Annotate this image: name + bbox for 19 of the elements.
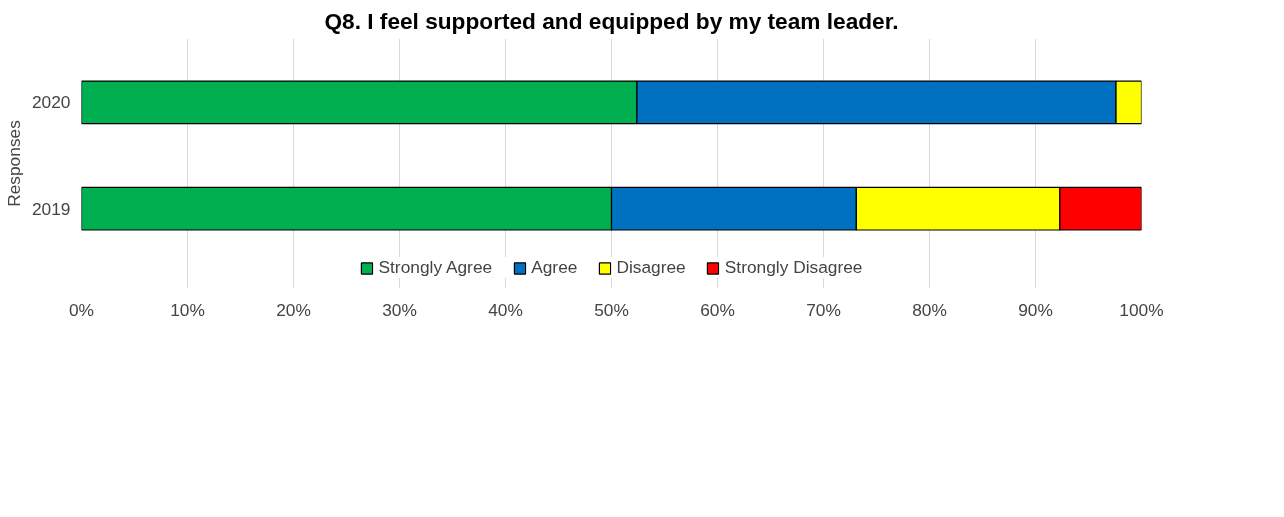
x-tick-label: 30%	[382, 299, 417, 320]
legend-label: Strongly Disagree	[724, 257, 863, 278]
x-tick-label: 100%	[1119, 299, 1164, 320]
x-tick-label: 0%	[68, 299, 95, 320]
x-tick-label: 70%	[806, 299, 841, 320]
x-tick-label: 10%	[170, 299, 205, 320]
y-tick-label: 2019	[31, 198, 71, 219]
x-tick-label: 60%	[700, 299, 735, 320]
y-tick-label: 2020	[31, 92, 71, 113]
x-tick-label: 80%	[912, 299, 947, 320]
legend-label: Strongly Agree	[378, 257, 493, 278]
x-tick-label: 90%	[1018, 299, 1053, 320]
x-tick-label: 40%	[488, 299, 523, 320]
chart-title: Q8. I feel supported and equipped by my team leader.	[324, 7, 899, 34]
legend-label: Disagree	[616, 257, 686, 278]
y-axis-title: Responses	[3, 119, 24, 207]
x-tick-label: 50%	[594, 299, 629, 320]
x-tick-label: 20%	[276, 299, 311, 320]
legend-label: Agree	[531, 257, 578, 278]
